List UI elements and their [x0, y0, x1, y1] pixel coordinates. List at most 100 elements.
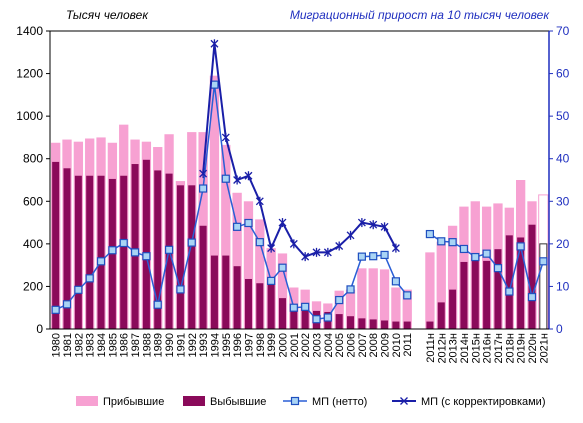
- bar-departed: [244, 278, 252, 329]
- bar-departed: [539, 243, 548, 330]
- left-tick-label: 600: [23, 194, 43, 208]
- point-net: [403, 291, 412, 300]
- bar-arrived: [255, 219, 265, 329]
- left-tick-label: 800: [23, 152, 43, 166]
- bar-departed: [63, 168, 71, 329]
- x-tick-label: 1995: [221, 333, 233, 357]
- point-net: [233, 222, 242, 231]
- x-tick-label: 1993: [198, 333, 210, 357]
- x-tick-label: 2020н: [527, 333, 539, 364]
- line-adjusted: [202, 43, 397, 258]
- x-tick-label: 2002: [300, 333, 312, 357]
- bar-departed: [256, 283, 264, 329]
- x-tick-label: 2017н: [493, 333, 505, 364]
- x-tick-label: 2016н: [482, 333, 494, 364]
- x-tick-label: 2009: [380, 333, 392, 357]
- bar-departed: [403, 321, 411, 329]
- bar-departed: [460, 261, 468, 329]
- x-tick-label: 1996: [232, 333, 244, 357]
- bar-arrived: [243, 201, 254, 329]
- bar-departed: [471, 260, 479, 329]
- point-net: [312, 315, 321, 324]
- legend: Прибывшие Выбывшие МП (нетто) МП (с коррект…: [76, 396, 546, 408]
- right-tick-label: 60: [556, 67, 570, 81]
- bar-departed: [517, 237, 525, 329]
- x-tick-label: 2015н: [470, 333, 482, 364]
- x-tick-label: 1983: [85, 333, 97, 357]
- bar-arrived: [345, 289, 356, 329]
- point-net: [425, 229, 435, 239]
- point-net: [539, 257, 548, 266]
- x-tick-label: 1999: [266, 333, 278, 357]
- left-tick-label: 0: [36, 322, 43, 336]
- point-net: [516, 242, 525, 251]
- bar-arrived: [368, 268, 378, 329]
- bar-arrived: [425, 252, 435, 329]
- point-net: [221, 174, 230, 183]
- left-tick-label: 400: [23, 237, 43, 251]
- point-adjusted: [301, 252, 310, 262]
- point-net: [471, 252, 480, 262]
- legend-swatch-arrived: [76, 396, 98, 406]
- point-net: [448, 238, 457, 247]
- legend-label-arrived: Прибывшие: [103, 396, 164, 408]
- right-tick-label: 20: [556, 237, 570, 251]
- x-tick-label: 2000: [277, 333, 289, 357]
- right-tick-label: 0: [556, 322, 563, 336]
- point-net: [380, 250, 389, 260]
- point-adjusted: [357, 218, 366, 228]
- legend-label-adjusted: МП (с корректировками): [421, 396, 546, 408]
- x-tick-label: 2014н: [459, 333, 471, 364]
- point-adjusted: [233, 175, 242, 185]
- bar-departed: [142, 159, 150, 329]
- bar-departed: [381, 320, 389, 329]
- right-tick-label: 40: [556, 152, 570, 166]
- x-tick-label: 1982: [73, 333, 85, 357]
- x-tick-label: 2011: [402, 333, 414, 357]
- point-net: [199, 184, 208, 193]
- legend-swatch-departed: [183, 396, 205, 406]
- point-net: [459, 244, 469, 254]
- bar-departed: [267, 283, 275, 329]
- point-adjusted: [391, 243, 400, 253]
- point-net: [176, 285, 185, 294]
- x-tick-label: 1987: [130, 333, 142, 357]
- x-tick-label: 2007: [357, 333, 369, 357]
- bar-departed: [278, 298, 287, 329]
- point-adjusted: [369, 220, 378, 230]
- bar-departed: [199, 225, 207, 329]
- x-tick-label: 1981: [62, 333, 74, 357]
- bar-departed: [358, 318, 366, 329]
- bar-departed: [97, 175, 105, 329]
- right-tick-label: 30: [556, 194, 570, 208]
- x-tick-label: 2011н: [425, 333, 437, 363]
- x-tick-label: 1980: [51, 333, 63, 357]
- bar-series: [51, 75, 549, 330]
- bar-departed: [120, 175, 128, 329]
- point-net: [96, 257, 106, 266]
- point-net: [346, 285, 355, 294]
- bar-arrived: [447, 225, 458, 329]
- bar-arrived: [209, 75, 220, 329]
- point-adjusted: [323, 247, 332, 257]
- bar-departed: [483, 260, 491, 329]
- point-net: [130, 248, 140, 257]
- right-tick-label: 70: [556, 24, 570, 38]
- point-net: [62, 300, 72, 309]
- x-tick-label: 1994: [209, 333, 221, 357]
- bar-arrived: [232, 192, 242, 329]
- point-adjusted: [346, 230, 355, 240]
- point-net: [164, 245, 174, 254]
- x-tick-label: 2006: [346, 333, 358, 357]
- bar-arrived: [391, 287, 401, 329]
- bar-departed: [222, 255, 230, 329]
- bar-arrived: [436, 241, 446, 329]
- bar-departed: [392, 321, 400, 329]
- point-net: [505, 287, 514, 296]
- bar-departed: [131, 164, 139, 329]
- left-tick-label: 1200: [16, 67, 43, 81]
- x-tick-label: 2005: [334, 333, 346, 357]
- left-tick-label: 200: [23, 279, 43, 293]
- bar-departed: [528, 224, 536, 329]
